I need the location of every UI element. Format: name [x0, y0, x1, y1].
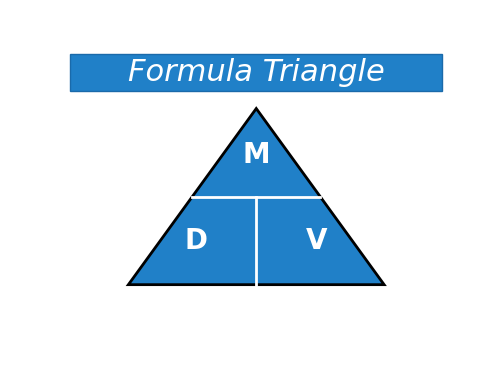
Polygon shape: [128, 108, 384, 285]
FancyBboxPatch shape: [70, 54, 442, 91]
Text: Formula Triangle: Formula Triangle: [128, 58, 384, 87]
Text: V: V: [306, 226, 327, 255]
Text: D: D: [184, 226, 208, 255]
Text: M: M: [242, 141, 270, 170]
